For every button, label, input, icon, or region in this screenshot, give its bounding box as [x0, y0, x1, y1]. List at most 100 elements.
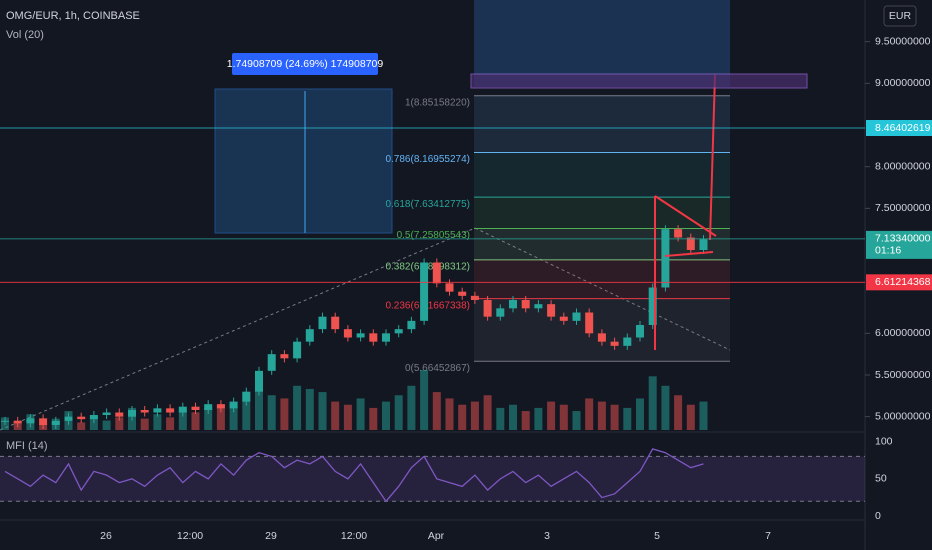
trend-line: [474, 227, 731, 351]
candle: [572, 312, 581, 321]
time-label: 26: [100, 530, 112, 542]
price-tag-label: 7.13340000: [875, 233, 931, 245]
measure-label-box: [232, 53, 378, 75]
volume-bar: [255, 379, 263, 430]
candle: [699, 239, 708, 250]
volume-bar: [483, 395, 492, 430]
candle: [216, 404, 225, 409]
candle: [623, 337, 632, 346]
candle: [1, 420, 9, 422]
volume-bar: [191, 412, 200, 430]
candle: [13, 420, 22, 424]
currency[interactable]: EUR: [889, 10, 912, 22]
volume-bar: [509, 404, 517, 430]
volume-bar: [610, 404, 619, 430]
candle: [343, 329, 352, 338]
candle: [102, 412, 111, 415]
volume-bar: [229, 401, 238, 430]
candle: [26, 418, 35, 424]
volume-bar: [534, 407, 543, 430]
volume-bar: [636, 398, 644, 430]
volume-bar: [343, 404, 352, 430]
time-label: 3: [544, 530, 550, 542]
fib-label: 0(5.66452867): [405, 363, 470, 374]
candle: [636, 325, 644, 338]
fib-label: 1(8.85158220): [405, 97, 470, 108]
candle: [331, 316, 340, 330]
volume-bar: [394, 395, 403, 430]
price-tag-label: 6.61214368: [875, 276, 931, 288]
candle: [509, 300, 517, 309]
candle: [242, 391, 251, 402]
volume-bar: [369, 407, 378, 430]
volume-bar: [699, 401, 708, 430]
candle: [483, 300, 492, 317]
candle: [382, 333, 390, 342]
mfi-line: [4, 448, 704, 503]
candle: [496, 308, 505, 317]
price-tag: [866, 274, 932, 291]
volume-bar: [102, 420, 111, 430]
volume-bar: [305, 388, 314, 430]
time-label: 12:00: [341, 530, 367, 542]
currency-box[interactable]: [883, 5, 917, 27]
volume-bar: [445, 398, 454, 430]
candle: [39, 418, 48, 425]
candle: [267, 354, 276, 371]
volume-bar: [318, 392, 327, 430]
volume-bar: [521, 411, 530, 430]
candle: [470, 295, 479, 300]
candle: [64, 416, 73, 421]
volume-bar: [115, 417, 124, 430]
candle: [305, 329, 314, 342]
candle: [77, 416, 86, 420]
fib-label: 0.786(8.16955274): [385, 154, 470, 165]
candle: [394, 329, 403, 334]
measure-box: [214, 88, 393, 234]
price-tick-label: 6.00000000: [875, 327, 931, 339]
price-tick-label: 7.50000000: [875, 202, 931, 214]
candle: [318, 316, 327, 330]
mfi-tick-label: 100: [875, 435, 893, 447]
price-tick-label: 9.50000000: [875, 35, 931, 47]
volume-bar: [686, 404, 695, 430]
volume-bar: [242, 392, 251, 430]
volume-bar: [216, 404, 225, 430]
price-tag: [866, 119, 932, 136]
price-tick-label: 5.00000000: [875, 410, 931, 422]
volume-bar: [153, 414, 162, 430]
candle: [229, 401, 238, 409]
volume-bar: [432, 392, 441, 430]
fib-zone: [474, 259, 730, 299]
fib-label: 0.618(7.63412775): [385, 199, 470, 210]
volume-bar: [166, 417, 175, 430]
candle: [178, 406, 187, 413]
price-tag-label: 8.46402619: [875, 122, 931, 134]
volume-bar: [547, 401, 556, 430]
candle: [521, 300, 530, 309]
candle: [534, 304, 543, 309]
candle: [686, 237, 695, 250]
candle: [140, 410, 149, 413]
candle: [420, 262, 429, 321]
candle: [432, 262, 441, 284]
time-label: 5: [654, 530, 660, 542]
candle: [204, 404, 213, 410]
symbol: OMG/EUR, 1h, COINBASE: [6, 10, 140, 22]
price-tick-label: 9.00000000: [875, 77, 931, 89]
fib-zone: [474, 197, 730, 229]
time-label: Apr: [428, 530, 445, 542]
volume-bar: [559, 404, 568, 430]
volume-bar: [597, 401, 606, 430]
volume-bar: [496, 407, 505, 430]
volume-bar: [585, 398, 594, 430]
time-label: 29: [265, 530, 277, 542]
pattern-drawing: [654, 74, 717, 350]
time-label: 12:00: [177, 530, 203, 542]
price-tick-label: 5.50000000: [875, 369, 931, 381]
volume-bar: [470, 401, 479, 430]
candle: [547, 304, 556, 317]
mfi-tick-label: 50: [875, 473, 887, 485]
